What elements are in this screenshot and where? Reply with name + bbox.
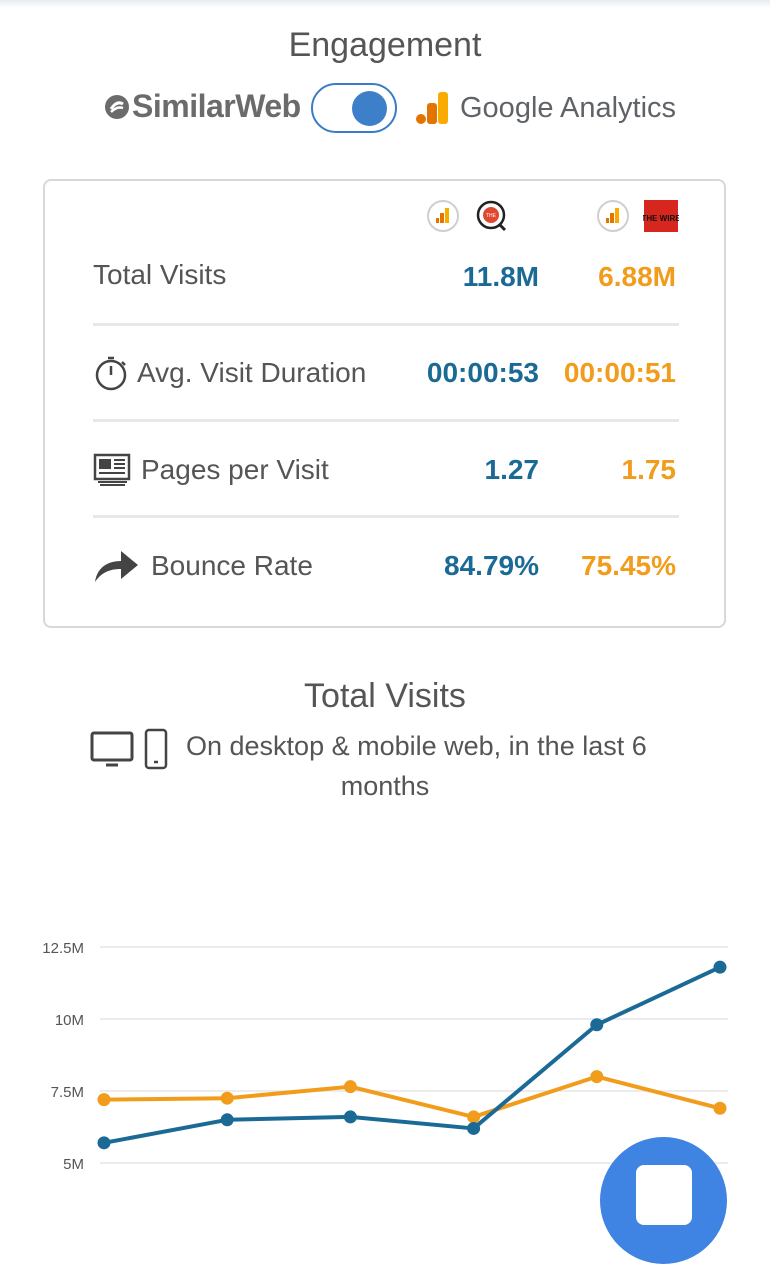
newspaper-icon — [93, 452, 133, 488]
toggle-knob — [352, 91, 387, 126]
metric-value-site1: 1.27 — [484, 454, 540, 485]
y-tick-label: 10M — [55, 1012, 84, 1029]
metric-label: Bounce Rate — [151, 550, 313, 581]
similarweb-label: SimilarWeb — [132, 88, 301, 124]
google-analytics-label: Google Analytics — [460, 91, 677, 124]
metric-value-site1: 11.8M — [462, 261, 539, 292]
metric-value-site1: 00:00:53 — [426, 357, 539, 388]
similarweb-logo: SimilarWeb — [102, 88, 301, 125]
source-toggle[interactable] — [311, 83, 397, 133]
metric-label: Avg. Visit Duration — [137, 357, 367, 388]
data-point[interactable] — [220, 1113, 234, 1127]
site2-logo: THE WIRE — [643, 200, 679, 232]
svg-text:THE: THE — [486, 213, 497, 219]
data-point[interactable] — [467, 1121, 481, 1135]
total-visits-title: Total Visits — [304, 677, 466, 715]
divider — [93, 323, 679, 326]
floating-action-button[interactable] — [600, 1137, 727, 1264]
site1-logo: THE — [476, 200, 507, 232]
divider — [93, 419, 679, 422]
data-point[interactable] — [713, 960, 727, 974]
data-point[interactable] — [97, 1136, 111, 1150]
y-tick-label: 5M — [63, 1156, 84, 1173]
engagement-card: THE THE WIRE Total Visits 11.8M 6.88M — [43, 179, 726, 628]
mobile-icon — [143, 728, 169, 775]
data-point[interactable] — [467, 1110, 481, 1124]
metric-row-bounce-rate: Bounce Rate 84.79% 75.45% — [93, 520, 679, 616]
subtitle-line-1: On desktop & mobile web, in the last 6 — [186, 731, 647, 761]
metric-value-site1: 84.79% — [444, 550, 539, 581]
top-shadow — [0, 0, 770, 8]
ga-small-icon-site2 — [597, 200, 629, 232]
data-point[interactable] — [343, 1080, 357, 1094]
data-point[interactable] — [343, 1110, 357, 1124]
metric-row-total-visits: Total Visits 11.8M 6.88M — [93, 231, 679, 327]
data-point[interactable] — [590, 1018, 604, 1032]
svg-text:THE WIRE: THE WIRE — [643, 214, 679, 223]
data-point[interactable] — [713, 1101, 727, 1115]
ga-small-icon-site1 — [427, 200, 459, 232]
metric-value-site2: 6.88M — [598, 261, 676, 292]
engagement-title: Engagement — [288, 26, 482, 64]
y-tick-label: 7.5M — [51, 1084, 84, 1101]
y-tick-label: 12.5M — [42, 940, 84, 957]
fab-icon — [636, 1165, 692, 1225]
data-point[interactable] — [220, 1091, 234, 1105]
metric-row-avg-visit-duration: Avg. Visit Duration 00:00:53 00:00:51 — [93, 327, 679, 423]
metric-row-pages-per-visit: Pages per Visit 1.27 1.75 — [93, 424, 679, 520]
metric-label: Pages per Visit — [141, 454, 329, 485]
metric-value-site2: 1.75 — [621, 454, 677, 485]
desktop-icon — [90, 731, 134, 774]
subtitle-line-2: months — [340, 771, 430, 801]
metric-label: Total Visits — [93, 259, 227, 290]
data-point[interactable] — [590, 1070, 604, 1084]
series-line — [103, 965, 721, 1145]
google-analytics-logo: Google Analytics — [414, 90, 676, 126]
metric-value-site2: 00:00:51 — [563, 357, 676, 388]
google-analytics-icon — [416, 92, 448, 124]
divider — [93, 515, 679, 518]
share-arrow-icon — [93, 548, 139, 584]
stopwatch-icon — [93, 355, 129, 391]
metric-value-site2: 75.45% — [581, 550, 676, 581]
series-line — [103, 1074, 721, 1119]
total-visits-chart: 12.5M 10M 7.5M 5M — [42, 940, 728, 1173]
data-point[interactable] — [97, 1093, 111, 1107]
source-switch-row: SimilarWeb Google Analytics — [0, 82, 770, 138]
similarweb-icon — [105, 94, 129, 119]
